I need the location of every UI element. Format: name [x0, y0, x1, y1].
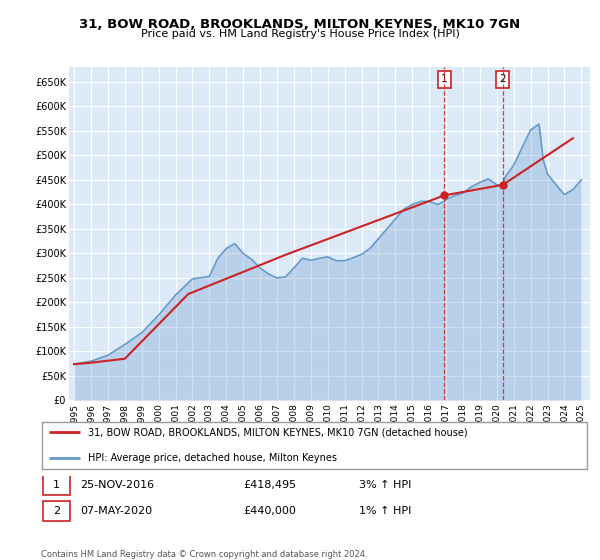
FancyBboxPatch shape	[43, 501, 70, 521]
Text: 3% ↑ HPI: 3% ↑ HPI	[359, 480, 412, 490]
Text: 31, BOW ROAD, BROOKLANDS, MILTON KEYNES, MK10 7GN (detached house): 31, BOW ROAD, BROOKLANDS, MILTON KEYNES,…	[88, 427, 467, 437]
Text: 2: 2	[500, 74, 506, 85]
Text: 07-MAY-2020: 07-MAY-2020	[80, 506, 152, 516]
Text: £418,495: £418,495	[243, 480, 296, 490]
Text: 1% ↑ HPI: 1% ↑ HPI	[359, 506, 412, 516]
Text: Contains HM Land Registry data © Crown copyright and database right 2024.
This d: Contains HM Land Registry data © Crown c…	[41, 550, 367, 560]
Text: 2: 2	[53, 506, 60, 516]
Text: HPI: Average price, detached house, Milton Keynes: HPI: Average price, detached house, Milt…	[88, 453, 337, 463]
Text: £440,000: £440,000	[243, 506, 296, 516]
Text: 25-NOV-2016: 25-NOV-2016	[80, 480, 155, 490]
Text: 31, BOW ROAD, BROOKLANDS, MILTON KEYNES, MK10 7GN: 31, BOW ROAD, BROOKLANDS, MILTON KEYNES,…	[79, 18, 521, 31]
FancyBboxPatch shape	[42, 422, 587, 469]
Text: 1: 1	[53, 480, 60, 490]
Text: 1: 1	[441, 74, 448, 85]
Text: Price paid vs. HM Land Registry's House Price Index (HPI): Price paid vs. HM Land Registry's House …	[140, 29, 460, 39]
FancyBboxPatch shape	[43, 474, 70, 495]
